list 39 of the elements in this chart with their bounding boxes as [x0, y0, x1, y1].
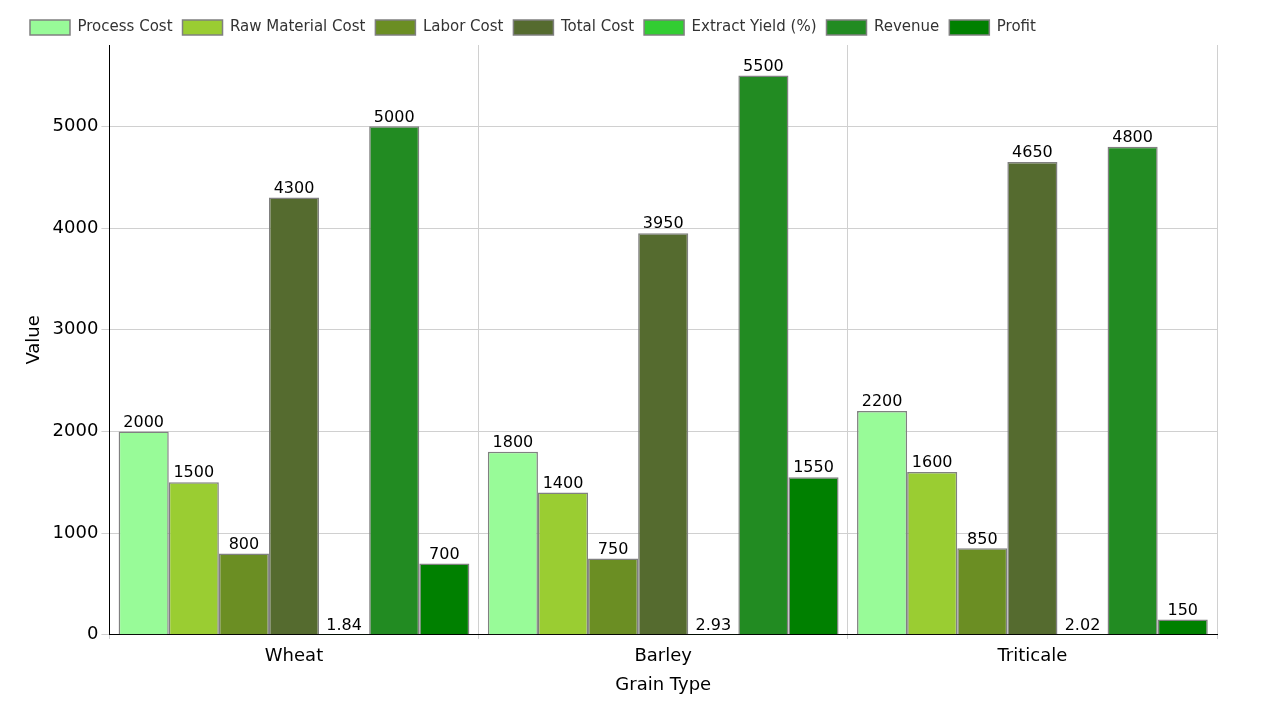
x-tick-label: Triticale — [996, 644, 1068, 666]
data-label: 2.93 — [695, 614, 732, 634]
x-tick-label: Wheat — [264, 644, 324, 666]
data-label: 2200 — [861, 391, 903, 411]
y-tick-label: 5000 — [52, 114, 99, 136]
data-label: 700 — [429, 543, 460, 563]
data-label: 850 — [967, 528, 998, 548]
legend-label: Total Cost — [559, 17, 635, 36]
x-tick-label: Barley — [634, 644, 693, 666]
data-label: 1600 — [911, 452, 953, 472]
data-label: 2.02 — [1064, 614, 1101, 634]
data-label: 5500 — [743, 55, 784, 75]
y-tick-label: 2000 — [52, 419, 99, 441]
legend-label: Labor Cost — [422, 17, 504, 36]
data-label: 4650 — [1012, 142, 1053, 162]
legend-label: Extract Yield (%) — [691, 17, 817, 36]
y-tick-label: 0 — [86, 622, 99, 644]
data-label: 1550 — [793, 457, 834, 477]
legend-label: Profit — [996, 17, 1037, 36]
data-label: 4300 — [273, 177, 315, 197]
data-label: 3950 — [642, 213, 684, 233]
x-axis-title: Grain Type — [615, 672, 712, 694]
data-label: 2000 — [123, 411, 165, 431]
y-axis-title: Value — [22, 315, 44, 365]
data-label: 750 — [597, 538, 629, 558]
data-label: 1.84 — [326, 614, 362, 634]
y-tick-label: 4000 — [52, 215, 99, 237]
legend-label: Raw Material Cost — [230, 17, 366, 36]
data-label: 1500 — [173, 462, 215, 482]
data-label: 5000 — [373, 106, 415, 126]
legend-label: Process Cost — [77, 17, 173, 36]
y-tick-label: 1000 — [52, 520, 99, 542]
data-label: 1800 — [492, 431, 534, 451]
data-label: 800 — [228, 533, 260, 553]
data-label: 1400 — [542, 472, 584, 492]
y-tick-label: 3000 — [52, 317, 99, 339]
data-label: 4800 — [1112, 126, 1153, 146]
legend-label: Revenue — [874, 17, 940, 36]
data-label: 150 — [1167, 599, 1198, 619]
